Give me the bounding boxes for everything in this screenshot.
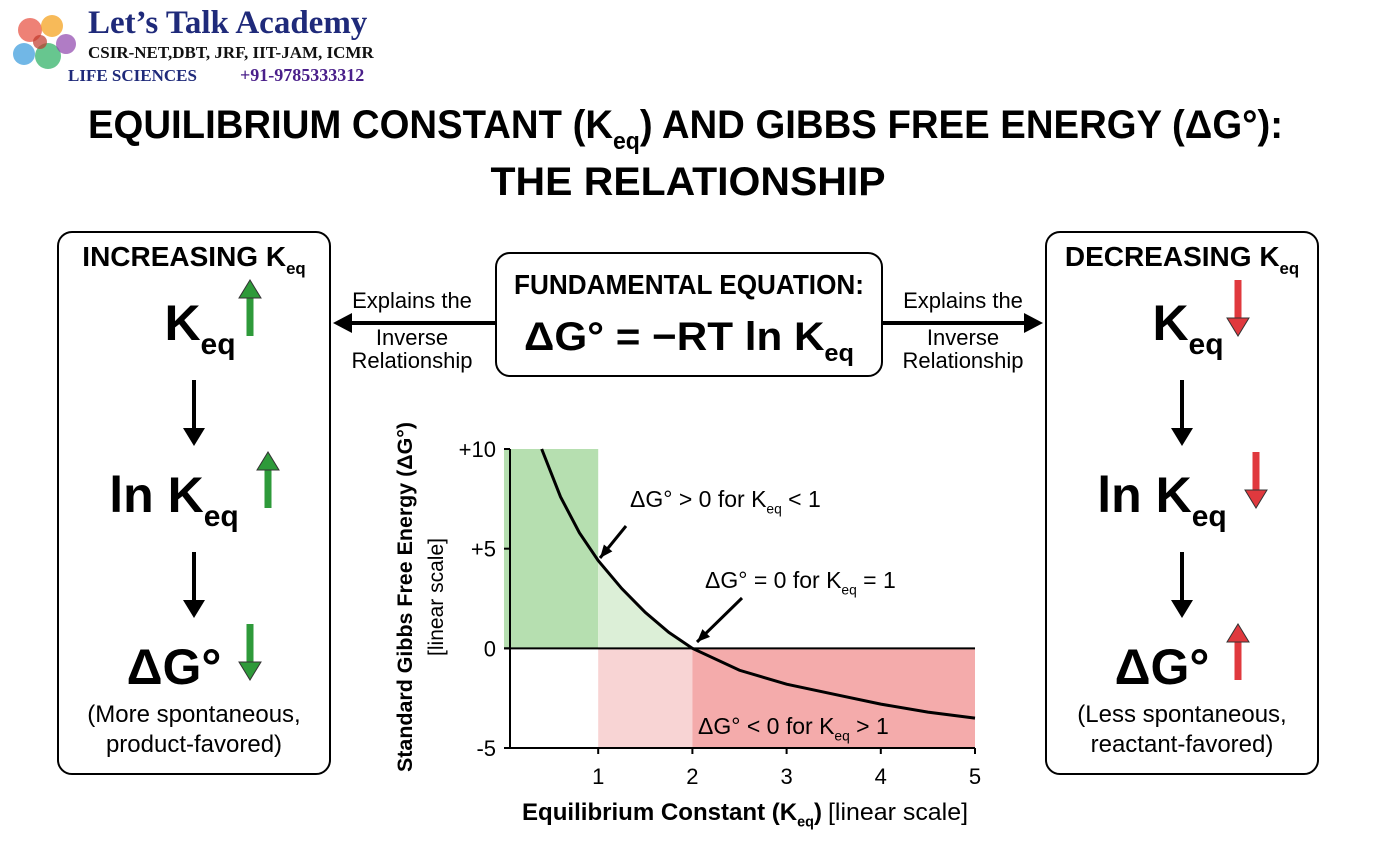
phone: +91-9785333312 — [240, 65, 364, 85]
text-part: ΔG° < 0 for K — [698, 713, 835, 739]
curve — [540, 448, 976, 720]
note: (Less spontaneous, — [1077, 701, 1286, 728]
text-part: ln K — [109, 467, 203, 523]
arrow-head — [238, 279, 262, 299]
right-panel — [1045, 231, 1319, 775]
step: ΔG° — [1115, 639, 1210, 695]
arrow-head — [1171, 428, 1193, 446]
region-positive — [504, 449, 599, 649]
text-part: K — [164, 295, 200, 351]
subscript: eq — [797, 815, 814, 831]
annotation: ΔG° < 0 for Keq > 1 — [698, 713, 889, 743]
subscript: eq — [286, 259, 306, 278]
subscript: eq — [841, 582, 856, 597]
text-part: INCREASING K — [82, 241, 286, 272]
text-part: K — [1152, 295, 1188, 351]
text-part: Equilibrium Constant (K — [522, 799, 798, 826]
text-part: ΔG° = −RT ln K — [524, 315, 825, 359]
subscript: eq — [824, 340, 854, 367]
text-part: ΔG° — [1115, 639, 1210, 695]
x-scale-note: [linear scale] — [828, 799, 968, 826]
arrow-head — [1171, 600, 1193, 618]
y-axis-label: Standard Gibbs Free Energy (ΔG°) — [394, 422, 417, 772]
link-label: Explains the — [352, 288, 472, 313]
step: Keq — [164, 295, 235, 361]
title: EQUILIBRIUM CONSTANT (Keq) AND GIBBS FRE… — [88, 103, 1283, 155]
text-part: EQUILIBRIUM CONSTANT (K — [88, 103, 613, 147]
logo — [13, 15, 76, 69]
y-scale-note: [linear scale] — [425, 538, 448, 656]
link-label: Relationship — [902, 348, 1023, 373]
brand: Let’s Talk Academy — [88, 5, 368, 41]
text-part: = 1 — [857, 567, 896, 593]
x-tick-label: 1 — [592, 764, 604, 789]
text-part: ) AND GIBBS FREE ENERGY (ΔG°): — [640, 103, 1283, 147]
step: Keq — [1152, 295, 1223, 361]
arrow-head — [183, 428, 205, 446]
text-part: ln K — [1097, 467, 1191, 523]
link-arrows — [333, 313, 1043, 333]
link-label: Relationship — [351, 348, 472, 373]
note: (More spontaneous, — [87, 701, 300, 728]
text-part: < 1 — [782, 486, 821, 512]
annotation-arrow-head — [697, 629, 711, 642]
step: ln Keq — [1097, 467, 1226, 533]
text-part: ) — [814, 799, 822, 826]
step: ΔG° — [127, 639, 222, 695]
subscript: eq — [1189, 328, 1224, 361]
subscript: eq — [834, 728, 849, 743]
text-part: DECREASING K — [1065, 241, 1280, 272]
note: product-favored) — [106, 731, 282, 758]
link-label: Explains the — [903, 288, 1023, 313]
annotation: ΔG° > 0 for Keq < 1 — [630, 486, 821, 516]
arrow-head — [183, 600, 205, 618]
panel-heading: DECREASING Keq — [1065, 241, 1299, 278]
equation-label: FUNDAMENTAL EQUATION: — [514, 269, 864, 300]
x-tick-label: 2 — [686, 764, 698, 789]
text-part: ΔG° — [127, 639, 222, 695]
x-tick-label: 4 — [875, 764, 887, 789]
annotation: ΔG° = 0 for Keq = 1 — [705, 567, 896, 597]
subscript: eq — [766, 501, 781, 516]
arrow-head — [1226, 623, 1250, 643]
note: reactant-favored) — [1091, 731, 1274, 758]
subscript: eq — [1192, 500, 1227, 533]
y-tick-label: -5 — [476, 736, 496, 761]
text-part: ΔG° = 0 for K — [705, 567, 842, 593]
subscript: eq — [201, 328, 236, 361]
region-transition — [598, 560, 693, 649]
arrow-head — [1226, 317, 1250, 337]
y-tick-label: 0 — [484, 636, 496, 661]
x-tick-label: 3 — [780, 764, 792, 789]
left-panel — [57, 231, 331, 775]
subscript: eq — [613, 128, 640, 155]
title: THE RELATIONSHIP — [491, 160, 886, 204]
link-label: Inverse — [376, 325, 448, 350]
link-label: Inverse — [927, 325, 999, 350]
arrow-head — [1244, 489, 1268, 509]
step: ln Keq — [109, 467, 238, 533]
region-transition-neg — [598, 648, 693, 748]
panel-heading: INCREASING Keq — [82, 241, 305, 278]
annotation-arrow-head — [600, 544, 613, 558]
subscript: eq — [204, 500, 239, 533]
arrow-head — [256, 451, 280, 471]
text-part: ΔG° > 0 for K — [630, 486, 767, 512]
arrow-head — [238, 661, 262, 681]
x-axis-label: Equilibrium Constant (Keq) — [522, 799, 822, 831]
subject: LIFE SCIENCES — [68, 66, 197, 85]
exams: CSIR-NET,DBT, JRF, IIT-JAM, ICMR — [88, 43, 374, 62]
region-negative — [692, 648, 975, 748]
subscript: eq — [1280, 259, 1300, 278]
y-tick-label: +5 — [471, 537, 496, 562]
equation-box — [495, 252, 883, 377]
y-tick-label: +10 — [459, 437, 496, 462]
x-tick-label: 5 — [969, 764, 981, 789]
text-part: > 1 — [850, 713, 889, 739]
